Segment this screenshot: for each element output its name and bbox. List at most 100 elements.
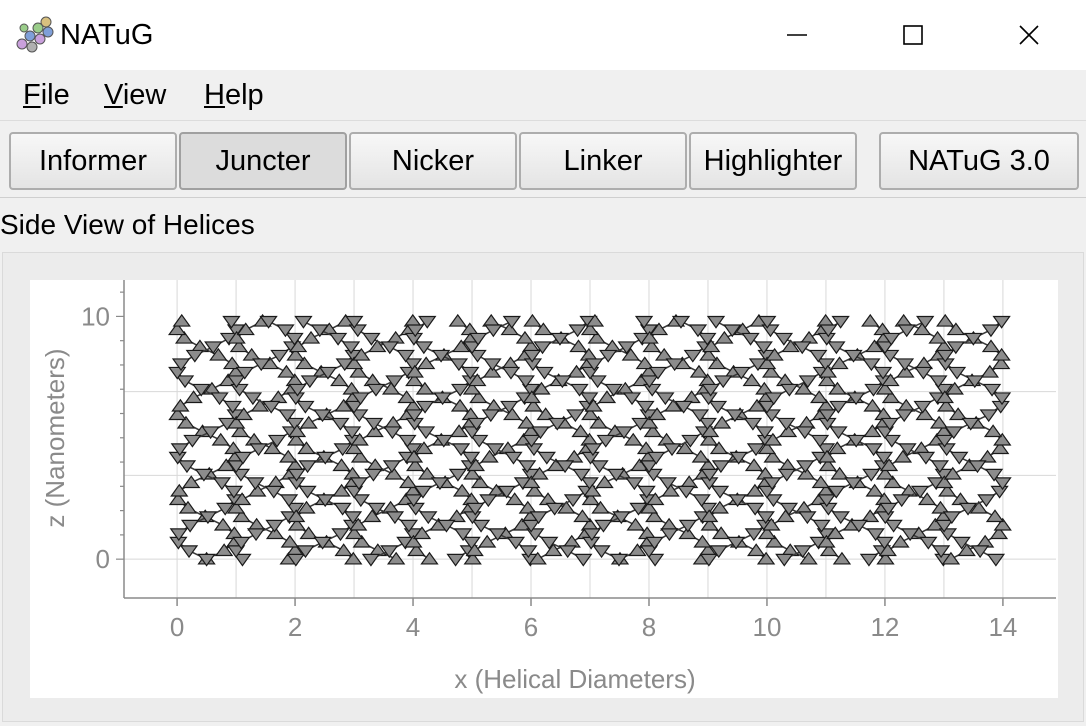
nucleoside-marker[interactable] — [416, 426, 436, 440]
nucleoside-marker[interactable] — [449, 358, 469, 372]
nucleoside-points[interactable] — [167, 313, 1012, 567]
nucleoside-marker[interactable] — [528, 551, 547, 565]
nucleoside-marker[interactable] — [555, 460, 575, 474]
nucleoside-marker[interactable] — [248, 483, 267, 497]
nucleoside-marker[interactable] — [567, 364, 586, 378]
nucleoside-marker[interactable] — [236, 322, 255, 336]
nucleoside-marker[interactable] — [777, 468, 796, 482]
nucleoside-marker[interactable] — [417, 466, 437, 480]
nucleoside-marker[interactable] — [484, 324, 503, 338]
nucleoside-marker[interactable] — [450, 398, 470, 412]
nucleoside-marker[interactable] — [916, 315, 935, 329]
nucleoside-marker[interactable] — [639, 545, 659, 559]
nucleoside-marker[interactable] — [461, 451, 481, 465]
nucleoside-marker[interactable] — [180, 519, 200, 533]
nucleoside-marker[interactable] — [591, 500, 610, 514]
nucleoside-marker[interactable] — [437, 519, 456, 533]
nucleoside-marker[interactable] — [462, 341, 482, 355]
nucleoside-marker[interactable] — [732, 366, 751, 380]
nucleoside-marker[interactable] — [517, 415, 536, 429]
nucleoside-marker[interactable] — [700, 509, 719, 523]
nucleoside-marker[interactable] — [246, 528, 266, 542]
nucleoside-marker[interactable] — [386, 551, 406, 565]
nucleoside-marker[interactable] — [990, 485, 1009, 499]
nucleoside-marker[interactable] — [227, 330, 246, 344]
nucleoside-marker[interactable] — [776, 509, 795, 523]
nucleoside-marker[interactable] — [828, 441, 847, 455]
nucleoside-marker[interactable] — [580, 477, 599, 491]
nucleoside-marker[interactable] — [399, 519, 419, 533]
nucleoside-marker[interactable] — [947, 366, 967, 380]
nucleoside-marker[interactable] — [270, 349, 289, 363]
nucleoside-marker[interactable] — [519, 545, 538, 559]
nucleoside-marker[interactable] — [544, 543, 563, 557]
nucleoside-marker[interactable] — [463, 551, 482, 565]
nucleoside-marker[interactable] — [232, 509, 251, 523]
nucleoside-marker[interactable] — [710, 500, 729, 514]
nucleoside-marker[interactable] — [992, 392, 1012, 406]
nucleoside-marker[interactable] — [875, 426, 895, 440]
nucleoside-marker[interactable] — [223, 400, 242, 414]
nucleoside-marker[interactable] — [746, 443, 766, 457]
nucleoside-marker[interactable] — [647, 407, 667, 421]
nucleoside-marker[interactable] — [596, 434, 615, 448]
nucleoside-marker[interactable] — [818, 409, 837, 423]
nucleoside-marker[interactable] — [286, 347, 305, 361]
nucleoside-marker[interactable] — [516, 375, 535, 389]
nucleoside-marker[interactable] — [649, 322, 669, 336]
nucleoside-marker[interactable] — [333, 443, 352, 457]
nucleoside-marker[interactable] — [350, 409, 369, 423]
nucleoside-marker[interactable] — [864, 443, 883, 457]
nucleoside-marker[interactable] — [875, 466, 895, 480]
nucleoside-marker[interactable] — [548, 417, 567, 431]
nucleoside-marker[interactable] — [566, 409, 585, 423]
nucleoside-marker[interactable] — [698, 417, 717, 431]
nucleoside-marker[interactable] — [880, 417, 899, 431]
nucleoside-marker[interactable] — [212, 477, 232, 491]
nucleoside-marker[interactable] — [227, 375, 246, 389]
nucleoside-marker[interactable] — [878, 543, 897, 557]
nucleoside-marker[interactable] — [231, 468, 251, 482]
nucleoside-marker[interactable] — [288, 339, 308, 353]
nucleoside-marker[interactable] — [634, 315, 654, 329]
nucleoside-marker[interactable] — [832, 551, 852, 565]
nucleoside-marker[interactable] — [297, 500, 316, 514]
nucleoside-marker[interactable] — [757, 400, 777, 414]
nucleoside-marker[interactable] — [407, 543, 426, 557]
nucleoside-marker[interactable] — [993, 432, 1012, 446]
nucleoside-marker[interactable] — [700, 468, 719, 482]
nucleoside-marker[interactable] — [210, 392, 229, 406]
nucleoside-marker[interactable] — [301, 330, 321, 344]
nucleoside-marker[interactable] — [811, 475, 830, 489]
nucleoside-marker[interactable] — [176, 415, 196, 429]
nucleoside-marker[interactable] — [757, 526, 777, 540]
nucleoside-marker[interactable] — [879, 502, 898, 516]
nucleoside-marker[interactable] — [259, 315, 278, 329]
nucleoside-marker[interactable] — [862, 468, 881, 482]
nucleoside-marker[interactable] — [757, 441, 777, 455]
nucleoside-marker[interactable] — [415, 400, 435, 414]
nucleoside-marker[interactable] — [931, 500, 950, 514]
nucleoside-marker[interactable] — [818, 458, 838, 472]
nucleoside-marker[interactable] — [583, 483, 602, 497]
nucleoside-marker[interactable] — [174, 330, 194, 344]
nucleoside-marker[interactable] — [646, 451, 666, 465]
nucleoside-marker[interactable] — [884, 519, 903, 533]
nucleoside-marker[interactable] — [398, 434, 417, 448]
nucleoside-marker[interactable] — [910, 485, 930, 499]
nucleoside-marker[interactable] — [171, 358, 191, 372]
nucleoside-marker[interactable] — [480, 449, 499, 463]
nucleoside-marker[interactable] — [726, 536, 746, 550]
nucleoside-marker[interactable] — [681, 434, 700, 448]
nucleoside-marker[interactable] — [701, 383, 720, 397]
side-view-plot[interactable]: 0 2 4 6 8 10 12 14 0 10 x (Helical Diameters) z (… — [30, 280, 1058, 698]
minimize-button[interactable] — [738, 0, 856, 70]
nucleoside-marker[interactable] — [816, 443, 836, 457]
nucleoside-marker[interactable] — [639, 460, 659, 474]
nucleoside-marker[interactable] — [765, 347, 784, 361]
nucleoside-marker[interactable] — [502, 315, 521, 329]
nucleoside-marker[interactable] — [989, 526, 1009, 540]
nucleoside-marker[interactable] — [285, 502, 305, 516]
nucleoside-marker[interactable] — [895, 409, 914, 423]
nucleoside-marker[interactable] — [795, 426, 815, 440]
